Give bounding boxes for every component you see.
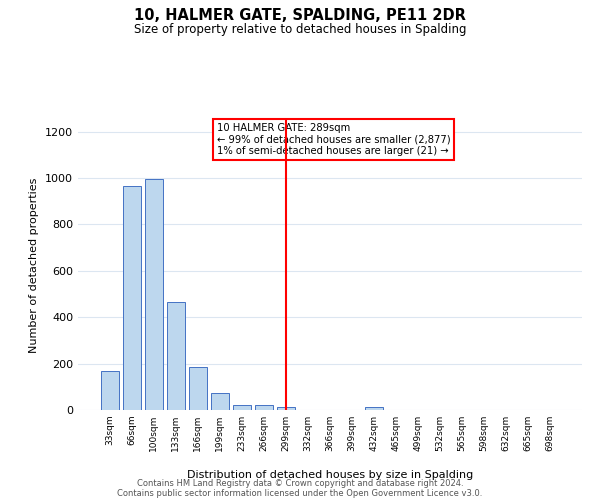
Bar (101, 370, 119, 410)
Bar (123, 186, 140, 410)
Bar (277, 407, 295, 410)
Text: Contains HM Land Registry data © Crown copyright and database right 2024.: Contains HM Land Registry data © Crown c… (137, 478, 463, 488)
Text: Size of property relative to detached houses in Spalding: Size of property relative to detached ho… (134, 22, 466, 36)
Text: Contains public sector information licensed under the Open Government Licence v3: Contains public sector information licen… (118, 488, 482, 498)
Bar (255, 406, 273, 410)
Bar (167, 302, 185, 410)
Bar (145, 179, 163, 410)
Bar (233, 405, 251, 410)
Bar (189, 367, 206, 410)
Y-axis label: Number of detached properties: Number of detached properties (29, 178, 40, 352)
Text: Distribution of detached houses by size in Spalding: Distribution of detached houses by size … (187, 470, 473, 480)
Bar (365, 407, 383, 410)
Text: 10, HALMER GATE, SPALDING, PE11 2DR: 10, HALMER GATE, SPALDING, PE11 2DR (134, 8, 466, 22)
Bar (211, 392, 229, 410)
Text: 10 HALMER GATE: 289sqm
← 99% of detached houses are smaller (2,877)
1% of semi-d: 10 HALMER GATE: 289sqm ← 99% of detached… (217, 123, 450, 156)
